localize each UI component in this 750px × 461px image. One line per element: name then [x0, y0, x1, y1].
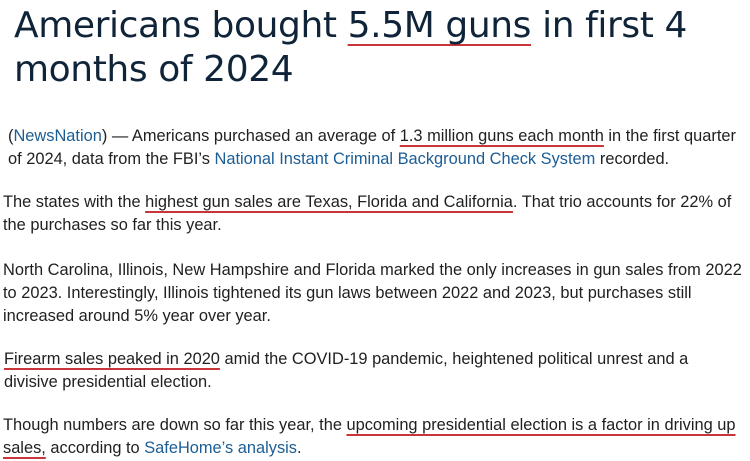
- newsnation-link[interactable]: NewsNation: [13, 127, 102, 145]
- states-text-a: The states with the: [3, 193, 146, 211]
- paragraph-election: Though numbers are down so far this year…: [3, 414, 748, 460]
- title-text-end: in first 4 months of 2024: [14, 5, 688, 90]
- paragraph-intro: (NewsNation) — Americans purchased an av…: [8, 125, 748, 171]
- peak-text: amid the COVID-19 pandemic, heightened p…: [4, 350, 689, 391]
- election-text-b: according to: [45, 439, 145, 457]
- states-text-b: . That trio accounts for 22% of the purc…: [3, 193, 732, 234]
- intro-text-b: in the first quarter of 2024, data from …: [8, 127, 736, 168]
- paragraph-states: The states with the highest gun sales ar…: [3, 191, 748, 237]
- states-highlight: highest gun sales are Texas, Florida and…: [145, 193, 513, 211]
- safehome-link[interactable]: SafeHome’s analysis: [144, 439, 297, 457]
- election-text-a: Though numbers are down so far this year…: [3, 416, 347, 434]
- increases-text: North Carolina, Illinois, New Hampshire …: [3, 261, 742, 325]
- peak-highlight: Firearm sales peaked in 2020: [4, 350, 220, 368]
- title-highlight: 5.5M guns: [347, 5, 532, 46]
- paragraph-increases: North Carolina, Illinois, New Hampshire …: [3, 259, 748, 328]
- intro-highlight: 1.3 million guns each month: [399, 127, 604, 145]
- nics-link[interactable]: National Instant Criminal Background Che…: [214, 150, 596, 168]
- election-text-c: .: [296, 439, 302, 457]
- intro-text-a: ) — Americans purchased an average of: [101, 127, 400, 145]
- article-title: Americans bought 5.5M guns in first 4 mo…: [14, 4, 744, 92]
- election-highlight: upcoming presidential election is a fact…: [3, 416, 736, 457]
- open-paren: (: [8, 127, 14, 145]
- paragraph-peak: Firearm sales peaked in 2020 amid the CO…: [4, 348, 744, 394]
- title-text-start: Americans bought: [14, 5, 348, 46]
- intro-text-c: recorded.: [595, 150, 670, 168]
